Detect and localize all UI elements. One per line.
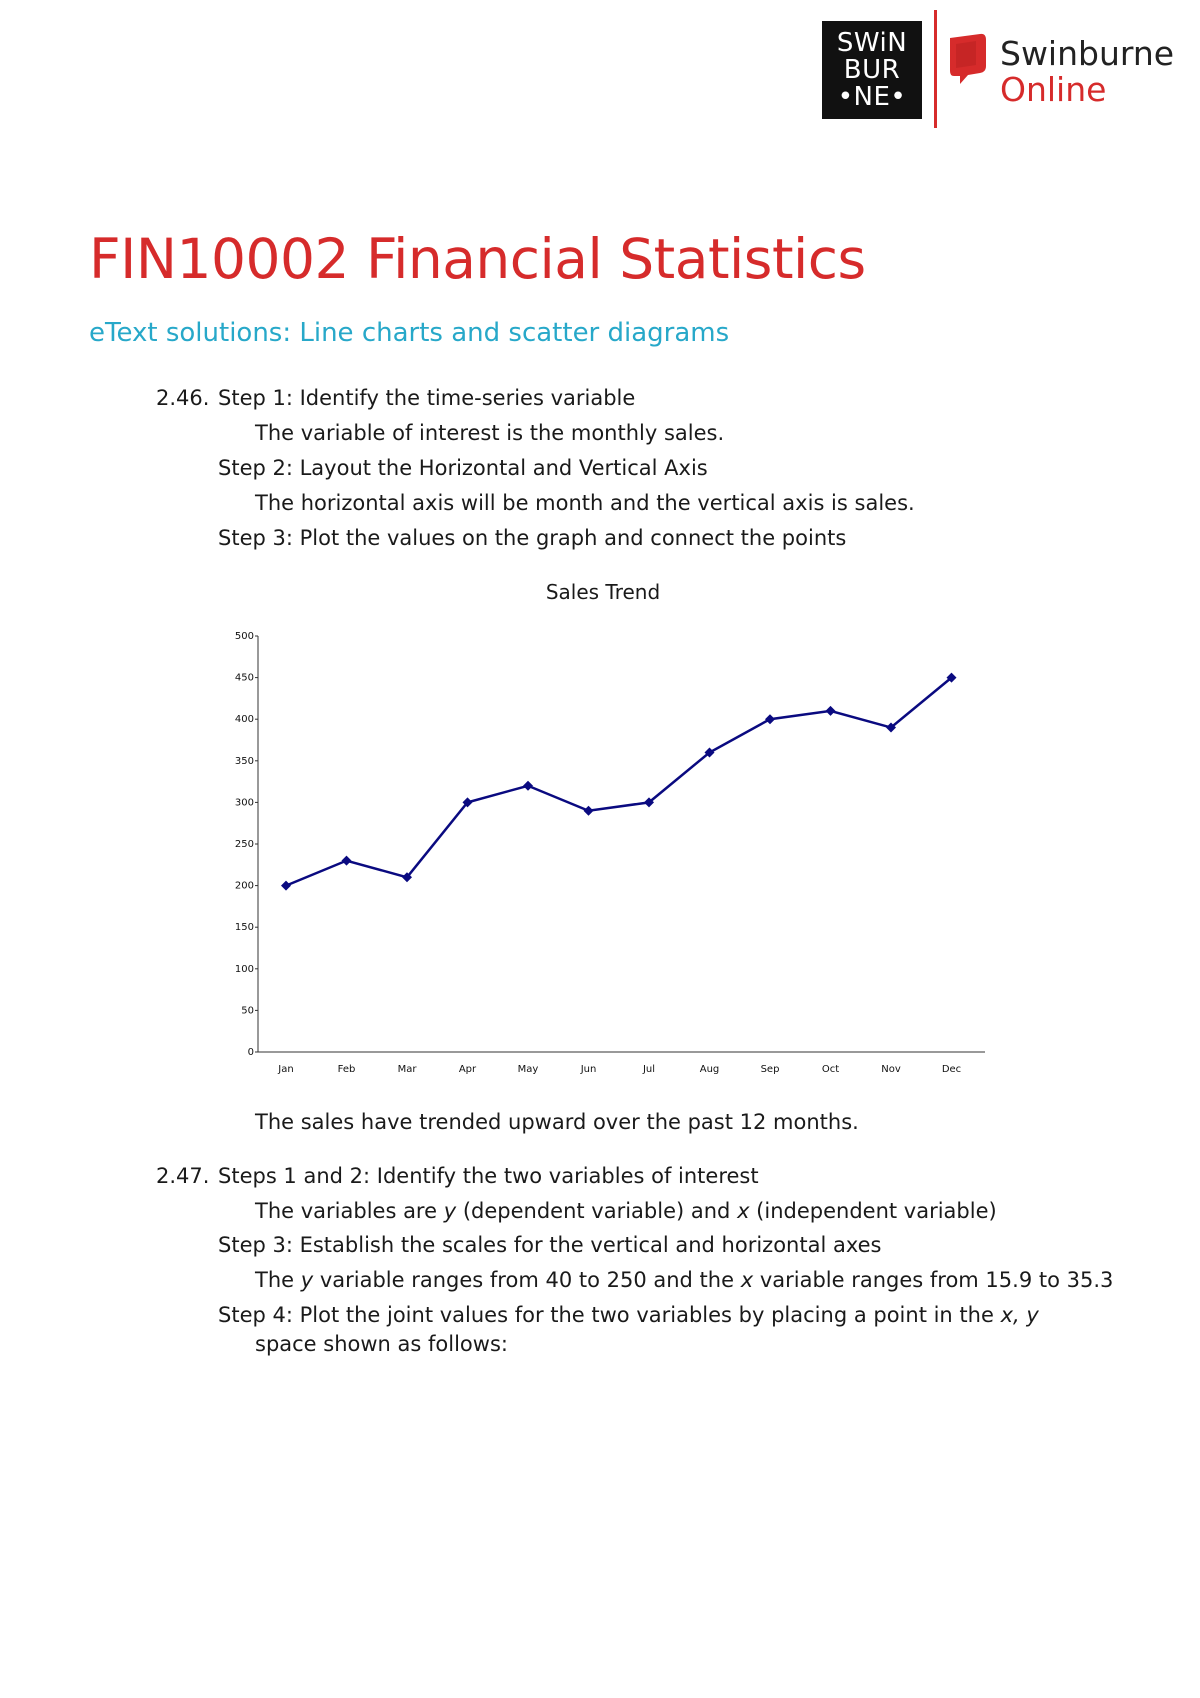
data-point — [946, 672, 957, 683]
x-tick-label: Oct — [822, 1064, 839, 1075]
x-tick-label: Apr — [459, 1064, 477, 1075]
swinburne-logo: SWiN BUR •NE• — [822, 21, 922, 119]
chart-title: Sales Trend — [545, 580, 661, 604]
logo-text-online: Online — [1000, 70, 1107, 109]
text-fragment: x — [737, 1199, 750, 1223]
text-fragment: Step 4: Plot the joint values for the tw… — [218, 1303, 1001, 1327]
page-title: FIN10002 Financial Statistics — [89, 227, 866, 291]
question-number: 2.46. — [156, 386, 210, 410]
data-point — [583, 805, 594, 816]
x-tick-label: Sep — [761, 1064, 780, 1075]
data-point — [462, 797, 473, 808]
step-heading: Step 3: Plot the values on the graph and… — [218, 526, 847, 550]
step-heading: Step 2: Layout the Horizontal and Vertic… — [218, 456, 708, 480]
y-tick-label: 0 — [248, 1047, 254, 1058]
text-fragment: y — [300, 1268, 314, 1292]
text-fragment: x — [740, 1268, 754, 1292]
step-heading: Step 1: Identify the time-series variabl… — [218, 386, 636, 410]
logo-divider — [934, 10, 937, 128]
sales-trend-chart: 0 50 100 150 200 250 300 350 400 450 500 Jan Feb Mar A… — [235, 631, 985, 1075]
data-point — [644, 797, 654, 808]
y-tick-label: 450 — [235, 673, 254, 684]
text-fragment: (independent variable) — [749, 1199, 997, 1223]
text-fragment: y — [443, 1199, 457, 1223]
y-tick-label: 100 — [235, 964, 254, 975]
x-tick-label: Nov — [881, 1064, 901, 1075]
page-subtitle: eText solutions: Line charts and scatter… — [89, 318, 730, 348]
data-point — [704, 747, 715, 758]
data-point — [523, 780, 533, 791]
y-tick-label: 150 — [235, 922, 254, 933]
step-detail: The horizontal axis will be month and th… — [255, 491, 915, 515]
logo-text-swinburne: Swinburne — [1000, 34, 1175, 73]
data-point — [402, 872, 412, 883]
x-tick-label: Feb — [338, 1064, 356, 1075]
step-heading: Step 3: Establish the scales for the ver… — [218, 1233, 882, 1257]
x-tick-label: Jul — [642, 1064, 655, 1075]
x-tick-label: Jan — [277, 1064, 293, 1075]
y-tick-label: 200 — [235, 881, 254, 892]
x-tick-label: Dec — [942, 1064, 961, 1075]
text-fragment: (dependent variable) and — [456, 1199, 738, 1223]
data-point — [765, 714, 775, 725]
data-point — [886, 722, 896, 733]
y-tick-label: 50 — [241, 1005, 254, 1016]
data-point — [825, 705, 836, 716]
series-line — [285, 676, 953, 887]
step-heading: Steps 1 and 2: Identify the two variable… — [218, 1164, 759, 1188]
step-detail: The variables are y (dependent variable)… — [255, 1198, 997, 1224]
logo-line: •NE• — [837, 81, 907, 112]
data-point — [281, 880, 291, 891]
y-tick-label: 250 — [235, 839, 254, 850]
text-fragment: x, y — [1000, 1303, 1039, 1327]
chart-conclusion: The sales have trended upward over the p… — [255, 1110, 859, 1134]
x-tick-label: Jun — [580, 1064, 597, 1075]
x-tick-label: Aug — [700, 1064, 720, 1075]
y-tick-label: 500 — [235, 631, 254, 642]
step-detail: The variable of interest is the monthly … — [255, 421, 725, 445]
text-fragment: The variables are — [255, 1199, 444, 1223]
text-fragment: The — [255, 1268, 301, 1292]
y-tick-label: 350 — [235, 756, 254, 767]
text-fragment: variable ranges from 15.9 to 35.3 — [753, 1268, 1114, 1292]
logo-line: BUR — [843, 54, 901, 85]
data-point — [341, 855, 352, 866]
y-tick-label: 300 — [235, 797, 254, 808]
swinburne-online-logo: Swinburne Online — [1000, 36, 1174, 108]
text-fragment: variable ranges from 40 to 250 and the — [313, 1268, 741, 1292]
x-tick-label: May — [518, 1064, 539, 1075]
speech-bubble-icon — [950, 33, 986, 84]
y-tick-label: 400 — [235, 714, 254, 725]
question-number: 2.47. — [156, 1164, 210, 1188]
step-heading: Step 4: Plot the joint values for the tw… — [218, 1302, 1039, 1328]
logo-line: SWiN — [836, 27, 908, 58]
step-detail: The y variable ranges from 40 to 250 and… — [255, 1267, 1113, 1293]
x-tick-label: Mar — [398, 1064, 418, 1075]
step-detail: space shown as follows: — [255, 1332, 508, 1356]
